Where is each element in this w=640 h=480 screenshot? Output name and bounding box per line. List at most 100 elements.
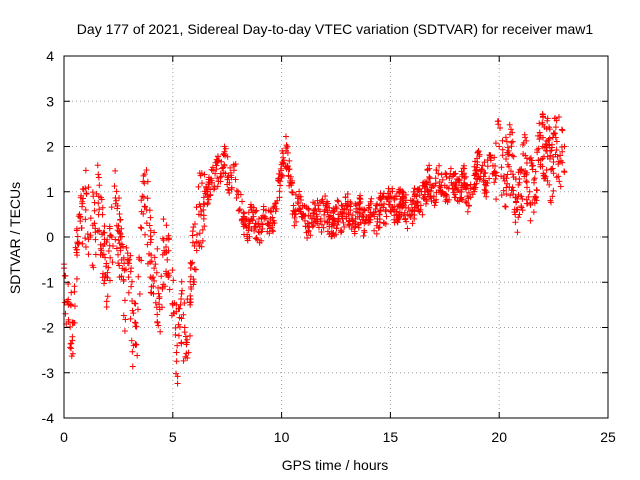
data-point (172, 324, 179, 331)
data-point (536, 136, 543, 143)
data-point (277, 165, 284, 172)
data-point (270, 228, 277, 235)
data-point (91, 199, 98, 206)
data-point (133, 341, 140, 348)
data-point (95, 200, 102, 207)
data-point (506, 183, 513, 190)
data-point (120, 243, 127, 250)
data-point (557, 183, 564, 190)
data-point (311, 200, 318, 207)
data-point (282, 133, 289, 140)
data-point (342, 194, 349, 201)
chart-title: Day 177 of 2021, Sidereal Day-to-day VTE… (77, 21, 594, 37)
data-point (433, 196, 440, 203)
data-point (377, 207, 384, 214)
data-point (532, 168, 539, 175)
data-point (307, 232, 314, 239)
data-point (315, 224, 322, 231)
data-point (534, 132, 541, 139)
data-point (524, 200, 531, 207)
data-point (95, 171, 102, 178)
data-point (523, 178, 530, 185)
data-point (200, 212, 207, 219)
data-point (213, 162, 220, 169)
data-point (435, 170, 442, 177)
data-point (143, 220, 150, 227)
data-point (62, 310, 69, 317)
data-point (421, 183, 428, 190)
data-point (85, 251, 92, 258)
data-point (204, 200, 211, 207)
data-point (492, 140, 499, 147)
data-point (101, 223, 108, 230)
data-point (128, 337, 135, 344)
data-point (338, 202, 345, 209)
data-point (539, 163, 546, 170)
data-point (221, 143, 228, 150)
data-point (324, 219, 331, 226)
data-point (523, 155, 530, 162)
data-point (561, 143, 568, 150)
data-point (114, 227, 121, 234)
data-point (523, 179, 530, 186)
data-point (452, 185, 459, 192)
data-point (128, 283, 135, 290)
data-point (267, 219, 274, 226)
data-point (480, 173, 487, 180)
data-point (390, 206, 397, 213)
data-point (552, 124, 559, 131)
data-point (131, 319, 138, 326)
data-point (178, 295, 185, 302)
data-point (76, 211, 83, 218)
data-point (507, 192, 514, 199)
data-point (360, 207, 367, 214)
data-point (74, 239, 81, 246)
data-point (199, 226, 206, 233)
data-point (133, 323, 140, 330)
data-point (90, 264, 97, 271)
data-point (506, 131, 513, 138)
data-point (115, 223, 122, 230)
data-point (222, 170, 229, 177)
data-point (482, 169, 489, 176)
data-point (105, 248, 112, 255)
data-point (97, 245, 104, 252)
data-point (421, 195, 428, 202)
data-point (163, 243, 170, 250)
data-point (264, 228, 271, 235)
data-point (69, 350, 76, 357)
data-point (73, 227, 80, 234)
data-point (235, 191, 242, 198)
data-point (385, 194, 392, 201)
data-point (523, 137, 530, 144)
data-point (254, 220, 261, 227)
data-point (348, 225, 355, 232)
data-point (306, 224, 313, 231)
data-point (521, 131, 528, 138)
data-point (106, 232, 113, 239)
data-point (344, 190, 351, 197)
data-point (292, 210, 299, 217)
data-point (555, 114, 562, 121)
data-point (120, 312, 127, 319)
data-point (147, 233, 154, 240)
data-point (159, 251, 166, 258)
data-point (92, 225, 99, 232)
data-point (495, 121, 502, 128)
data-point (225, 186, 232, 193)
data-point (377, 196, 384, 203)
data-point (555, 158, 562, 165)
y-tick-label: 1 (46, 184, 54, 200)
data-point (355, 224, 362, 231)
data-point (512, 219, 519, 226)
data-point (173, 358, 180, 365)
data-point (276, 188, 283, 195)
data-point (276, 194, 283, 201)
data-point (147, 227, 154, 234)
data-point (505, 163, 512, 170)
data-point (250, 204, 257, 211)
data-point (127, 315, 134, 322)
data-point (532, 193, 539, 200)
data-point (124, 250, 131, 257)
data-point (201, 188, 208, 195)
